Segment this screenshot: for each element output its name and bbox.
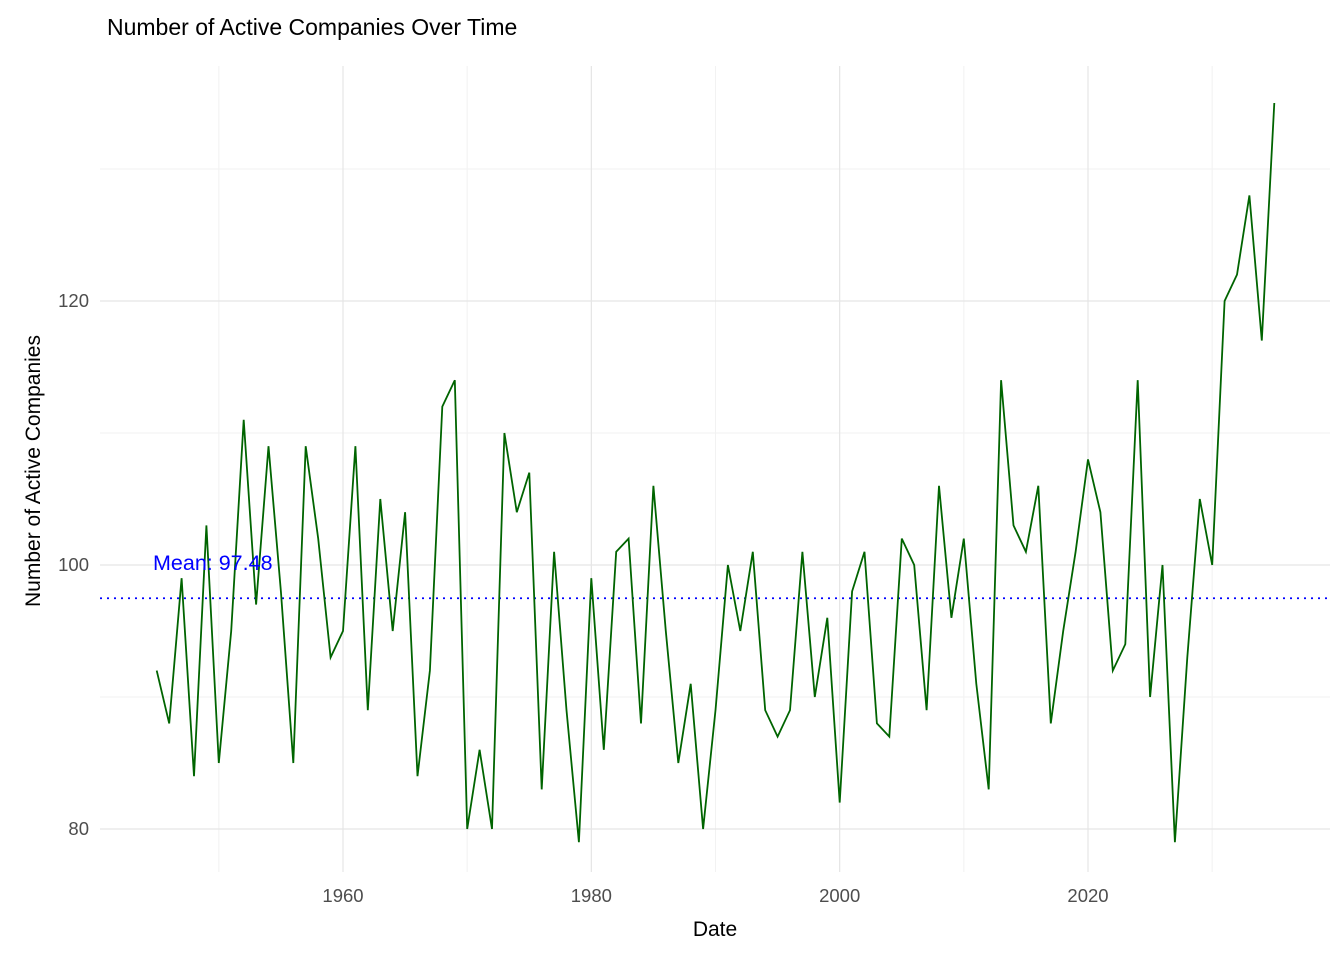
x-tick-label: 2000	[819, 885, 861, 906]
series-line	[155, 102, 1276, 843]
x-tick-label: 1960	[322, 885, 364, 906]
mean-annotation: Mean: 97.48	[153, 551, 273, 575]
y-tick-label: 120	[58, 290, 89, 311]
y-tick-label: 100	[58, 554, 89, 575]
y-axis-title: Number of Active Companies	[22, 335, 45, 607]
x-tick-label: 2020	[1067, 885, 1109, 906]
x-tick-label: 1980	[570, 885, 612, 906]
x-axis-title: Date	[692, 918, 738, 941]
y-tick-label: 80	[68, 818, 89, 839]
chart-title: Number of Active Companies Over Time	[107, 14, 518, 40]
